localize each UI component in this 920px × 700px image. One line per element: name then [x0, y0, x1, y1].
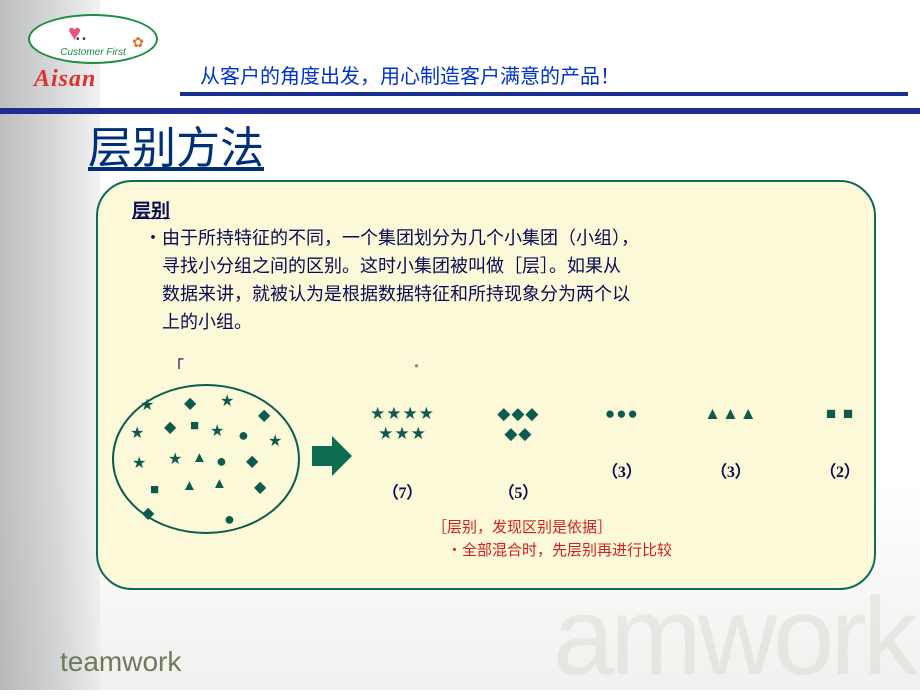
desc-line: 数据来讲，就被认为是根据数据特征和所持现象分为两个以 [144, 284, 630, 304]
triangle-icon: ▲ [192, 450, 207, 465]
panel-heading: 层别 [132, 196, 852, 223]
logo: ♥ • • ✿ Customer First Aisan [28, 14, 163, 84]
star-icon: ★ [140, 398, 154, 414]
content-panel: 层别 ・由于所持特征的不同，一个集团划分为几个小集团（小组）， 寻找小分组之间的… [96, 180, 876, 590]
diamond-icon: ◆ [254, 480, 266, 496]
note-line: ［层别，发现区别是依据］ [432, 520, 612, 536]
star-icon: ★ [168, 452, 182, 468]
star-icon: ★ [210, 424, 224, 440]
group-row: ★★★ [378, 424, 427, 444]
group-count: （3） [711, 458, 751, 482]
group-row: ◆◆◆ [497, 404, 539, 424]
square-icon: ■ [190, 418, 199, 433]
group-triangles: ▲▲▲ （3） [704, 404, 757, 503]
logo-oval: ♥ • • ✿ Customer First [28, 14, 158, 64]
sorted-groups: ★★★★ ★★★ （7） ◆◆◆ ◆◆ （5） ●●● （3） ▲▲▲ （3） … [370, 404, 860, 503]
stratification-diagram: ★ ◆ ★ ◆ ★ ◆ ■ ★ ● ★ ★ ★ ▲ ● ◆ ■ ▲ ▲ ◆ ◆ … [112, 376, 862, 566]
star-icon: ★ [130, 426, 144, 442]
group-count: （5） [498, 479, 538, 503]
group-row: ●●● [605, 404, 639, 424]
circle-icon: ● [216, 452, 227, 470]
panel-description: ・由于所持特征的不同，一个集团划分为几个小集团（小组）， 寻找小分组之间的区别。… [144, 225, 852, 337]
circle-icon: ● [224, 510, 235, 528]
diamond-icon: ◆ [164, 420, 176, 436]
background-gradient-left [0, 0, 100, 690]
logo-brand: Aisan [34, 66, 96, 93]
dot-marker: ・ [408, 359, 424, 376]
group-row: ★★★★ [370, 404, 435, 424]
diagram-note: ［层别，发现区别是依据］ ・全部混合时，先层别再进行比较 [432, 517, 672, 562]
group-stars: ★★★★ ★★★ （7） [370, 404, 435, 503]
diamond-icon: ◆ [142, 506, 154, 522]
group-diamonds: ◆◆◆ ◆◆ （5） [497, 404, 539, 503]
group-count: （7） [382, 479, 422, 503]
desc-line: 寻找小分组之间的区别。这时小集团被叫做［层］。如果从 [144, 256, 621, 276]
arrow-icon [310, 434, 354, 478]
group-row: ▲▲▲ [704, 404, 757, 424]
note-line: ・全部混合时，先层别再进行比较 [432, 543, 672, 559]
diamond-icon: ◆ [184, 396, 196, 412]
open-bracket: 「 ・ [168, 353, 852, 377]
group-count: （3） [602, 458, 642, 482]
group-squares: ■ ■ （2） [820, 404, 860, 503]
star-icon: ★ [268, 434, 282, 450]
page-title: 层别方法 [88, 112, 264, 176]
triangle-icon: ▲ [212, 476, 227, 491]
desc-line: 上的小组。 [144, 312, 252, 332]
group-row: ■ ■ [826, 404, 854, 424]
teamwork-watermark: amwork [553, 573, 914, 700]
group-circles: ●●● （3） [602, 404, 642, 503]
diamond-icon: ◆ [246, 454, 258, 470]
logo-tagline: Customer First [30, 47, 156, 58]
divider-top [180, 92, 908, 96]
group-count: （2） [820, 458, 860, 482]
face-icon: • • [76, 34, 86, 45]
diamond-icon: ◆ [258, 408, 270, 424]
group-row: ◆◆ [504, 424, 532, 444]
star-icon: ★ [132, 456, 146, 472]
slogan: 从客户的角度出发，用心制造客户满意的产品！ [200, 60, 620, 89]
desc-line: ・由于所持特征的不同，一个集团划分为几个小集团（小组）， [144, 228, 639, 248]
star-icon: ★ [220, 394, 234, 410]
triangle-icon: ▲ [182, 478, 197, 493]
teamwork-label: teamwork [60, 646, 181, 678]
circle-icon: ● [238, 426, 249, 444]
square-icon: ■ [150, 482, 159, 497]
